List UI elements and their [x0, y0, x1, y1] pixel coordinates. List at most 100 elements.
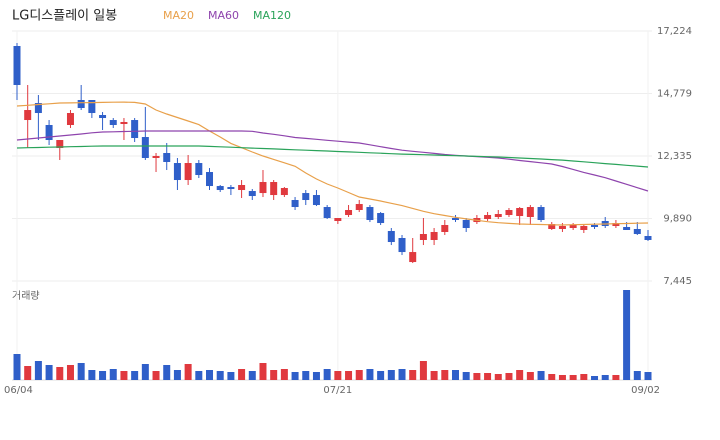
- candle-body: [580, 226, 588, 230]
- volume-bar: [441, 370, 449, 380]
- volume-bar: [45, 365, 53, 380]
- candle-body: [227, 187, 235, 190]
- volume-bar: [163, 365, 171, 380]
- volume-bar: [623, 290, 631, 380]
- candle-body: [248, 191, 256, 197]
- candle-body: [441, 225, 449, 232]
- candle-body: [270, 182, 278, 196]
- candle-body: [109, 120, 117, 126]
- volume-bar: [451, 370, 459, 380]
- legend-entry: MA120: [253, 9, 291, 22]
- candle-body: [398, 237, 406, 253]
- volume-bar: [280, 369, 288, 380]
- volume-bar: [462, 372, 470, 380]
- volume-bar: [355, 370, 363, 380]
- legend-entry: MA20: [163, 9, 194, 22]
- y-tick-label: 12,335: [657, 151, 692, 162]
- candle-body: [537, 207, 545, 221]
- volume-bar: [302, 371, 310, 380]
- volume-bar: [505, 373, 513, 380]
- candle-body: [45, 125, 53, 141]
- volume-bar: [387, 370, 395, 380]
- ma-line: [16, 130, 649, 192]
- volume-bar: [195, 371, 203, 380]
- volume-bar: [131, 371, 139, 380]
- volume-bar: [494, 374, 502, 380]
- candle-body: [516, 208, 524, 217]
- volume-bar: [66, 365, 74, 380]
- volume-bar: [184, 364, 192, 380]
- volume-bar: [548, 374, 556, 380]
- ma-line: [16, 145, 649, 168]
- x-tick-label: 09/02: [631, 385, 660, 396]
- candle-body: [66, 113, 74, 126]
- volume-bar: [591, 376, 599, 380]
- candle-body: [34, 103, 42, 114]
- y-tick-label: 17,224: [657, 26, 692, 37]
- volume-bar: [537, 371, 545, 380]
- candle-body: [484, 215, 492, 220]
- volume-bar: [120, 371, 128, 380]
- candle-body: [88, 99, 96, 114]
- volume-bar: [13, 354, 21, 380]
- candle-body: [633, 229, 641, 235]
- candle-body: [623, 227, 631, 230]
- volume-bar: [141, 364, 149, 380]
- candle-body: [131, 120, 139, 139]
- candle-body: [644, 236, 652, 240]
- candle-body: [77, 99, 85, 109]
- y-tick-label: 9,890: [663, 213, 692, 224]
- volume-bar: [334, 371, 342, 380]
- candle-body: [56, 140, 64, 149]
- volume-bar: [398, 369, 406, 380]
- candle-body: [206, 172, 214, 187]
- volume-bar: [238, 369, 246, 380]
- candle-body: [291, 200, 299, 208]
- volume-bar: [569, 375, 577, 380]
- candle-body: [612, 223, 620, 227]
- candle-body: [387, 230, 395, 243]
- candle-body: [302, 193, 310, 201]
- y-tick-label: 14,779: [657, 89, 692, 100]
- candle-body: [494, 214, 502, 218]
- candle-body: [409, 252, 417, 263]
- volume-bar: [291, 372, 299, 380]
- volume-bar: [612, 375, 620, 380]
- candle-body: [120, 121, 128, 125]
- volume-bar: [558, 375, 566, 380]
- ma-line: [16, 101, 649, 226]
- volume-bar: [206, 370, 214, 380]
- candle-body: [569, 225, 577, 229]
- candle-body: [430, 231, 438, 240]
- volume-bar: [88, 370, 96, 380]
- candle-body: [526, 207, 534, 218]
- volume-bar: [77, 363, 85, 380]
- chart-title: LG디스플레이 일봉: [12, 9, 117, 24]
- volume-bar: [377, 371, 385, 380]
- volume-bar: [601, 375, 609, 380]
- volume-bar: [516, 370, 524, 380]
- volume-bar: [484, 373, 492, 380]
- candle-body: [558, 226, 566, 230]
- candle-body: [366, 207, 374, 221]
- candle-body: [173, 163, 181, 181]
- volume-bar: [216, 371, 224, 380]
- y-tick-label: 7,445: [663, 276, 692, 287]
- legend-entry: MA60: [208, 9, 239, 22]
- volume-bar: [419, 361, 427, 380]
- volume-bar: [152, 371, 160, 380]
- volume-bar: [259, 363, 267, 380]
- volume-bar: [644, 372, 652, 380]
- candle-body: [184, 163, 192, 181]
- candle-body: [548, 224, 556, 230]
- volume-bar: [227, 372, 235, 380]
- volume-bar: [409, 370, 417, 380]
- volume-bar: [430, 371, 438, 380]
- volume-bar: [173, 370, 181, 380]
- candle-body: [462, 220, 470, 229]
- volume-bar: [248, 371, 256, 380]
- candle-body: [259, 182, 267, 194]
- volume-bar: [99, 371, 107, 380]
- volume-bar: [526, 372, 534, 380]
